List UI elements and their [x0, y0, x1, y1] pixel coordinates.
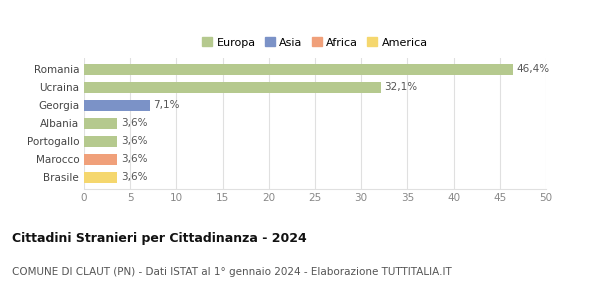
Bar [84, 64, 513, 75]
Bar [84, 100, 149, 111]
Bar [84, 154, 117, 165]
Legend: Europa, Asia, Africa, America: Europa, Asia, Africa, America [200, 35, 430, 50]
Text: 3,6%: 3,6% [121, 172, 148, 182]
Text: COMUNE DI CLAUT (PN) - Dati ISTAT al 1° gennaio 2024 - Elaborazione TUTTITALIA.I: COMUNE DI CLAUT (PN) - Dati ISTAT al 1° … [12, 267, 452, 277]
Bar [84, 118, 117, 129]
Text: 46,4%: 46,4% [517, 64, 550, 74]
Bar [84, 172, 117, 183]
Text: 32,1%: 32,1% [385, 82, 418, 92]
Text: 3,6%: 3,6% [121, 154, 148, 164]
Text: 3,6%: 3,6% [121, 118, 148, 128]
Text: 7,1%: 7,1% [154, 100, 180, 110]
Text: 3,6%: 3,6% [121, 136, 148, 146]
Bar [84, 82, 380, 93]
Bar [84, 136, 117, 147]
Text: Cittadini Stranieri per Cittadinanza - 2024: Cittadini Stranieri per Cittadinanza - 2… [12, 232, 307, 245]
